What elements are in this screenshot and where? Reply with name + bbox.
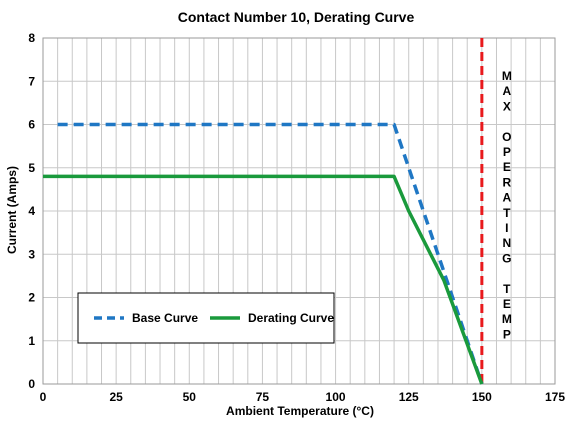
y-tick-label: 1 bbox=[28, 334, 35, 348]
annotation-letter: P bbox=[503, 327, 511, 341]
annotation-letter: E bbox=[503, 160, 511, 174]
annotation-letter: G bbox=[502, 251, 511, 265]
legend: Base Curve Derating Curve bbox=[77, 292, 335, 344]
annotation-letter: T bbox=[503, 206, 511, 220]
legend-label: Base Curve bbox=[132, 311, 198, 325]
x-tick-label: 75 bbox=[256, 390, 270, 404]
annotation-letter: I bbox=[505, 221, 508, 235]
y-tick-label: 7 bbox=[28, 74, 35, 88]
x-tick-label: 175 bbox=[545, 390, 565, 404]
x-tick-label: 125 bbox=[399, 390, 419, 404]
x-tick-label: 25 bbox=[109, 390, 123, 404]
x-tick-label: 150 bbox=[472, 390, 492, 404]
plot-border bbox=[42, 37, 556, 385]
axis-layer: 0 25 50 75 100 125 150 175 0 1 2 3 4 5 6 7 8 bbox=[28, 31, 565, 404]
annotation-letter: A bbox=[503, 191, 512, 205]
y-tick-label: 3 bbox=[28, 247, 35, 261]
y-tick-label: 8 bbox=[28, 31, 35, 45]
x-tick-label: 100 bbox=[326, 390, 346, 404]
annotation-letter: T bbox=[503, 282, 511, 296]
x-tick-label: 50 bbox=[183, 390, 197, 404]
annotation-letter: N bbox=[503, 236, 512, 250]
annotation-letter: A bbox=[503, 84, 512, 98]
series-layer bbox=[43, 122, 484, 385]
x-tick-label: 0 bbox=[40, 390, 47, 404]
y-tick-label: 5 bbox=[28, 161, 35, 175]
chart-title: Contact Number 10, Derating Curve bbox=[178, 9, 415, 25]
derating-curve-line bbox=[43, 174, 484, 385]
annotation-letter: R bbox=[503, 175, 512, 189]
annotation-letter: X bbox=[503, 99, 511, 113]
annotation-letter: M bbox=[502, 69, 512, 83]
y-tick-label: 4 bbox=[28, 204, 35, 218]
base-curve-line bbox=[57, 122, 484, 385]
annotation-letter: P bbox=[503, 145, 511, 159]
legend-label: Derating Curve bbox=[248, 311, 334, 325]
annotation-letter: M bbox=[502, 312, 512, 326]
x-axis-label: Ambient Temperature (°C) bbox=[226, 404, 374, 418]
y-tick-label: 6 bbox=[28, 118, 35, 132]
annotation-letter: E bbox=[503, 297, 511, 311]
y-tick-label: 0 bbox=[28, 377, 35, 391]
y-tick-label: 2 bbox=[28, 291, 35, 305]
annotation-letter: O bbox=[502, 130, 511, 144]
y-axis-label: Current (Amps) bbox=[5, 166, 19, 254]
